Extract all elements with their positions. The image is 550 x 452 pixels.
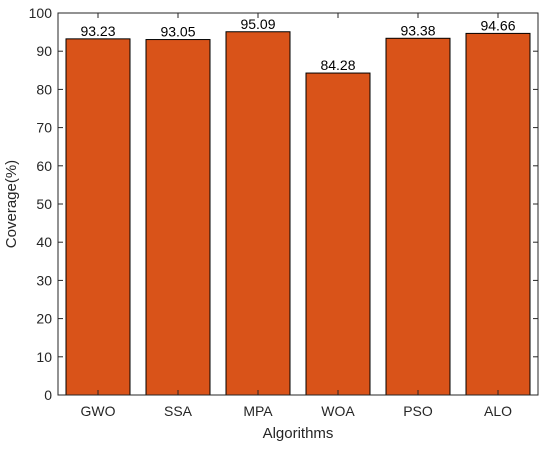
x-tick-label: WOA (321, 403, 355, 419)
y-tick-label: 90 (36, 43, 52, 59)
data-label: 84.28 (320, 57, 355, 73)
x-tick-label: SSA (164, 403, 193, 419)
bar-ssa (145, 39, 211, 396)
y-tick-label: 40 (36, 234, 52, 250)
data-label: 95.09 (240, 16, 275, 32)
x-axis-title: Algorithms (263, 425, 334, 442)
bar-woa (305, 72, 371, 396)
data-label: 93.38 (400, 22, 435, 38)
x-tick-label: MPA (243, 403, 273, 419)
y-tick-label: 70 (36, 120, 52, 136)
y-tick-label: 100 (29, 5, 53, 21)
plot-frame (57, 12, 539, 396)
data-label: 93.05 (160, 24, 195, 40)
bars-layer (65, 31, 531, 396)
bar-alo (465, 32, 531, 396)
x-tick-label: ALO (484, 403, 512, 419)
data-label: 93.23 (80, 23, 115, 39)
y-tick-label: 30 (36, 272, 52, 288)
bar-pso (385, 37, 451, 396)
x-tick-label: PSO (403, 403, 433, 419)
y-tick-label: 20 (36, 311, 52, 327)
data-label: 94.66 (480, 17, 515, 33)
y-tick-label: 0 (44, 387, 52, 403)
y-tick-label: 80 (36, 81, 52, 97)
labels-layer: 0 10 20 30 40 50 60 70 80 90 100 GWO 93.23 SSA 93.05 MP… (29, 5, 516, 419)
y-tick-label: 10 (36, 349, 52, 365)
y-tick-label: 60 (36, 158, 52, 174)
y-axis-title: Coverage(%) (3, 160, 20, 248)
ticks-layer (58, 12, 538, 396)
y-tick-label: 50 (36, 196, 52, 212)
x-tick-label: GWO (81, 403, 116, 419)
bar-gwo (65, 38, 131, 396)
bar-mpa (225, 31, 291, 396)
